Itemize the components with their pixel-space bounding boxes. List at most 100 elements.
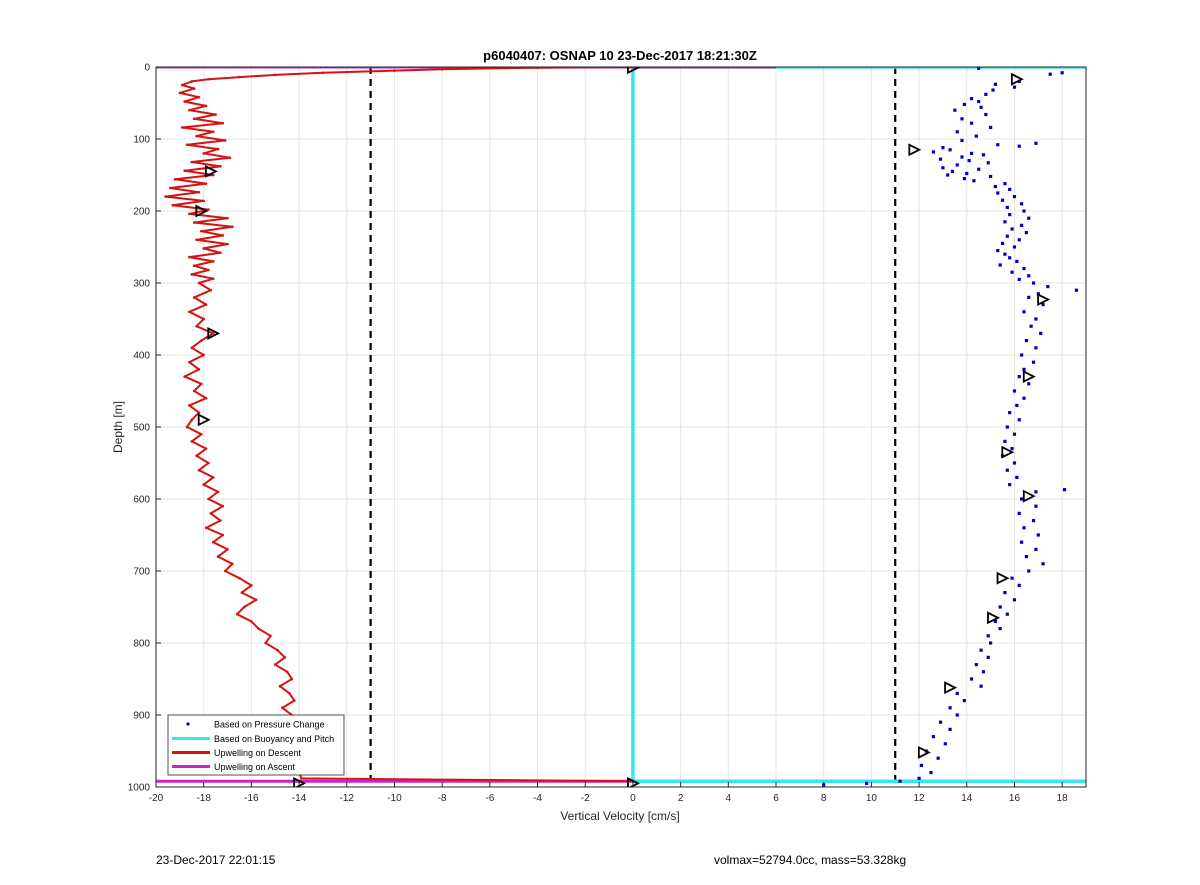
descent-point	[188, 404, 191, 407]
pressure-point	[1020, 202, 1024, 206]
pressure-point	[1022, 526, 1026, 530]
descent-point	[190, 160, 194, 164]
pressure-point	[1008, 256, 1012, 260]
pressure-point	[1062, 488, 1067, 492]
x-tick-label: 12	[914, 793, 926, 804]
pressure-point	[1034, 141, 1038, 145]
pressure-point	[1034, 504, 1038, 508]
descent-point	[202, 483, 205, 486]
descent-point	[178, 91, 182, 95]
pressure-point	[1012, 85, 1017, 89]
y-tick-label: 500	[133, 423, 150, 434]
pressure-point	[1046, 285, 1050, 289]
pressure-point	[993, 82, 997, 86]
pressure-point	[969, 97, 974, 101]
pressure-point	[991, 88, 995, 92]
descent-point	[221, 121, 225, 125]
pressure-point	[865, 781, 869, 785]
x-tick-label: -18	[196, 793, 211, 804]
descent-point	[204, 104, 208, 108]
pressure-point	[1012, 461, 1017, 465]
pressure-point	[1034, 547, 1038, 551]
pressure-point	[1015, 259, 1019, 263]
descent-point	[440, 67, 444, 71]
pressure-point	[1005, 234, 1009, 238]
descent-point	[238, 576, 241, 580]
pressure-point	[1003, 220, 1007, 224]
pressure-point	[1022, 209, 1026, 213]
descent-point	[197, 190, 201, 194]
pressure-point	[1003, 439, 1007, 443]
pressure-point	[1017, 375, 1021, 379]
descent-point	[216, 555, 220, 558]
x-tick-label: -14	[292, 793, 307, 804]
descent-point	[211, 173, 215, 177]
descent-point	[180, 83, 184, 87]
descent-point	[192, 87, 196, 90]
descent-point	[195, 454, 198, 458]
y-tick-label: 700	[133, 567, 150, 578]
pressure-point	[1017, 144, 1021, 148]
descent-point	[183, 375, 186, 378]
descent-point	[202, 317, 205, 321]
pressure-point	[938, 720, 943, 724]
descent-point	[211, 332, 215, 335]
descent-point	[204, 182, 208, 185]
pressure-point	[919, 763, 924, 767]
descent-point	[226, 548, 229, 551]
descent-point	[183, 100, 186, 103]
descent-point	[221, 533, 225, 537]
pressure-point	[974, 134, 978, 138]
y-tick-label: 0	[144, 63, 150, 74]
x-axis-label: Vertical Velocity [cm/s]	[560, 809, 679, 823]
y-tick-label: 600	[133, 495, 150, 506]
descent-point	[221, 234, 225, 237]
pressure-point	[931, 150, 935, 154]
descent-point	[211, 130, 215, 134]
x-tick-label: -8	[438, 793, 447, 804]
pressure-point	[1020, 540, 1024, 544]
pressure-point	[977, 167, 981, 171]
pressure-point	[1010, 227, 1014, 231]
pressure-point	[941, 146, 945, 150]
pressure-point	[1031, 360, 1036, 364]
pressure-point	[1029, 324, 1033, 328]
descent-point	[190, 80, 194, 83]
descent-point	[188, 212, 191, 216]
pressure-point	[898, 779, 902, 783]
pressure-point	[1031, 281, 1036, 285]
pressure-point	[1034, 317, 1038, 321]
y-axis-label: Depth [m]	[111, 401, 125, 453]
legend-pressure-dot-icon	[186, 722, 190, 726]
descent-point	[393, 69, 396, 72]
pressure-point	[1027, 569, 1031, 573]
descent-point	[169, 186, 172, 190]
pressure-point	[977, 99, 981, 104]
x-tick-label: 4	[726, 793, 732, 804]
pressure-point	[1034, 346, 1038, 350]
descent-point	[192, 221, 196, 224]
pressure-point	[1000, 241, 1005, 245]
pressure-point	[1003, 252, 1007, 256]
descent-point	[223, 139, 227, 142]
footer-timestamp: 23-Dec-2017 22:01:15	[156, 853, 276, 867]
descent-point	[188, 108, 191, 112]
descent-point	[197, 411, 201, 414]
triangle-marker	[197, 413, 211, 427]
x-tick-label: -12	[340, 793, 355, 804]
pressure-point	[1036, 533, 1040, 537]
pressure-point	[1060, 71, 1064, 75]
descent-point	[200, 382, 203, 386]
triangle-marker	[1010, 72, 1024, 86]
pressure-point	[1041, 562, 1045, 566]
pressure-point	[993, 619, 997, 623]
pressure-point	[1012, 389, 1017, 393]
pressure-point	[1010, 447, 1014, 451]
x-tick-label: -16	[244, 793, 259, 804]
pressure-point	[1017, 277, 1021, 281]
descent-point	[204, 396, 208, 400]
pressure-point	[1017, 583, 1021, 587]
descent-point	[269, 634, 272, 638]
pressure-point	[960, 138, 964, 143]
descent-point	[190, 440, 194, 443]
